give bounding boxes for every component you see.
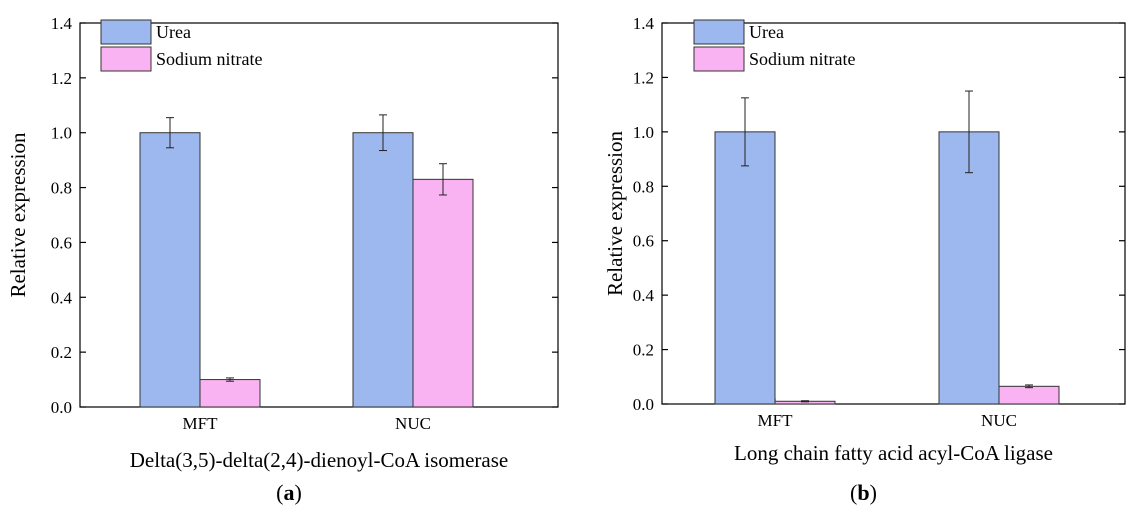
legend-swatch-sodium-nitrate (100, 46, 152, 72)
legend-swatch-sodium-nitrate (693, 46, 745, 72)
y-tick-label: 0.8 (51, 179, 72, 198)
bar-urea-nuc (938, 131, 1000, 405)
legend-label-urea: Urea (749, 22, 784, 42)
panel-label: (b) (850, 480, 877, 505)
bar-urea-nuc (352, 132, 414, 408)
legend-label-urea: Urea (156, 22, 191, 42)
y-tick-label: 1.2 (633, 68, 654, 87)
y-tick-label: 0.0 (633, 395, 654, 414)
y-tick-label: 0.6 (51, 233, 72, 252)
panel-label: (a) (276, 480, 302, 505)
legend-label-sodium-nitrate: Sodium nitrate (749, 49, 856, 69)
x-axis-title: Delta(3,5)-delta(2,4)-dienoyl-CoA isomer… (130, 448, 508, 472)
y-tick-label: 1.2 (51, 69, 72, 88)
y-tick-label: 0.8 (633, 177, 654, 196)
y-tick-label: 1.0 (51, 124, 72, 143)
y-tick-label: 0.6 (633, 232, 654, 251)
y-axis-title: Relative expression (603, 130, 627, 296)
y-tick-label: 0.0 (51, 398, 72, 417)
y-tick-label: 0.2 (51, 343, 72, 362)
x-tick-label-mft: MFT (183, 414, 219, 433)
bar-sodium-nitrate-nuc (412, 178, 474, 408)
legend-swatch-urea (100, 19, 152, 45)
legend-label-sodium-nitrate: Sodium nitrate (156, 49, 263, 69)
legend-swatch-urea (693, 19, 745, 45)
bar-sodium-nitrate-mft (199, 379, 261, 408)
y-axis-title: Relative expression (6, 132, 30, 298)
y-tick-label: 1.4 (633, 14, 655, 33)
chart-panel-a: 0.0 0.2 0.4 0.6 0.8 1.0 1.2 1.4 MFT NUC Urea Sodium… (6, 14, 559, 505)
y-tick-label: 0.2 (633, 341, 654, 360)
y-tick-label: 1.4 (51, 14, 73, 33)
bar-urea-mft (139, 132, 201, 408)
y-tick-label: 1.0 (633, 123, 654, 142)
x-tick-label-nuc: NUC (395, 414, 431, 433)
chart-panel-b: 0.0 0.2 0.4 0.6 0.8 1.0 1.2 1.4 MFT NUC Urea Sodium… (603, 14, 1126, 505)
plot-frame (79, 22, 559, 408)
x-tick-label-mft: MFT (758, 411, 794, 430)
bar-sodium-nitrate-nuc (998, 385, 1060, 405)
y-tick-label: 0.4 (633, 286, 655, 305)
x-axis-title: Long chain fatty acid acyl-CoA ligase (734, 441, 1053, 465)
y-tick-label: 0.4 (51, 288, 73, 307)
plot-frame (661, 22, 1126, 405)
bar-urea-mft (714, 131, 776, 405)
x-tick-label-nuc: NUC (981, 411, 1017, 430)
